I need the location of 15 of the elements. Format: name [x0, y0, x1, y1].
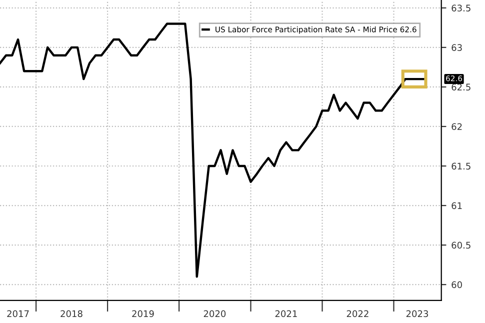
- x-tick-label: 2023: [406, 310, 428, 318]
- x-tick-label: 2018: [60, 310, 82, 318]
- y-tick-label: 60: [452, 281, 462, 288]
- y-tick-label: 63: [452, 44, 462, 51]
- y-tick-label: 62.5: [452, 84, 470, 91]
- y-tick-label: 62: [452, 123, 462, 130]
- x-tick-label: 2017: [7, 310, 29, 318]
- x-tick-label: 2020: [204, 310, 226, 318]
- y-tick-label: 63.5: [452, 4, 470, 12]
- y-tick-label: 61.5: [452, 162, 470, 170]
- x-tick-label: 2019: [132, 310, 154, 318]
- y-tick-label: 61: [452, 202, 462, 210]
- y-tick-label: 60.5: [452, 242, 470, 249]
- x-tick-label: 2022: [346, 310, 368, 318]
- x-tick-label: 2021: [275, 310, 297, 318]
